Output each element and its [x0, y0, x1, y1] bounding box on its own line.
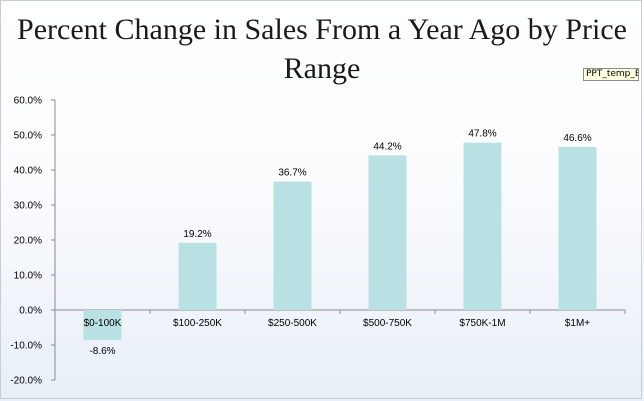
x-category-label: $500-750K	[363, 318, 412, 329]
y-tick-label: 60.0%	[14, 96, 42, 107]
y-tick-label: 0.0%	[19, 306, 42, 317]
file-name-tooltip: PPT_temp_B.jpg	[583, 68, 639, 81]
x-category-label: $750K-1M	[459, 318, 505, 329]
y-tick-label: -10.0%	[10, 341, 42, 352]
y-tick-label: -20.0%	[10, 376, 42, 387]
bar-value-label: -8.6%	[89, 346, 115, 357]
y-tick-label: 10.0%	[14, 271, 42, 282]
bar	[368, 155, 407, 310]
bar-value-label: 44.2%	[373, 141, 401, 152]
labels: $0-100K -8.6% $100-250K 19.2% $250-500K 36.7%…	[84, 129, 592, 357]
chart-title: Percent Change in Sales From a Year Ago …	[17, 13, 627, 85]
bar	[463, 142, 502, 310]
x-category-label: $100-250K	[173, 318, 222, 329]
x-category-label: $250-500K	[268, 318, 317, 329]
x-category-label: $0-100K	[84, 318, 122, 329]
y-tick-label: 30.0%	[14, 201, 42, 212]
y-tick-label: 40.0%	[14, 166, 42, 177]
bar-value-label: 46.6%	[563, 133, 591, 144]
bars	[83, 142, 597, 341]
bar	[178, 242, 217, 310]
bar	[558, 146, 597, 310]
bar-value-label: 47.8%	[468, 129, 496, 140]
bar	[83, 310, 122, 341]
bar-value-label: 19.2%	[183, 229, 211, 240]
axes: 60.0% 50.0% 40.0% 30.0% 20.0% 10.0% 0.0% -10.0%…	[10, 96, 626, 387]
bar-value-label: 36.7%	[278, 168, 306, 179]
x-category-label: $1M+	[565, 318, 590, 329]
y-tick-label: 50.0%	[14, 131, 42, 142]
y-tick-label: 20.0%	[14, 236, 42, 247]
bar	[273, 181, 312, 310]
